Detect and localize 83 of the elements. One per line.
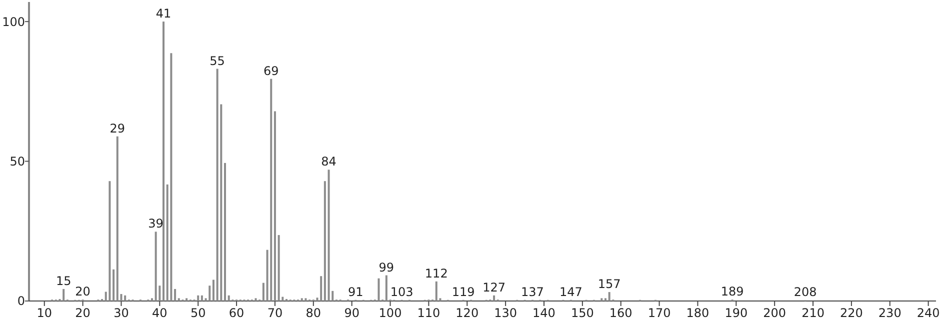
bar (178, 298, 180, 301)
bar (493, 295, 496, 301)
bar (328, 170, 330, 301)
bar (170, 53, 172, 301)
annotation: 103 (390, 284, 414, 299)
x-tick-label: 30 (114, 306, 129, 320)
bar (174, 288, 176, 301)
bar (385, 275, 388, 301)
bar (324, 181, 326, 301)
annotation: 157 (598, 277, 621, 292)
x-tick-label: 200 (763, 306, 786, 320)
bar (197, 295, 200, 301)
bar (320, 276, 322, 301)
annotation: 39 (148, 216, 164, 231)
bar (116, 136, 118, 301)
x-tick-label: 240 (916, 306, 940, 320)
x-tick-label: 190 (724, 306, 748, 320)
bar (300, 298, 303, 301)
x-tick-label: 170 (648, 306, 671, 320)
annotation: 137 (521, 284, 544, 299)
bar (224, 162, 226, 301)
annotation: 127 (482, 280, 506, 294)
bar (278, 235, 280, 301)
bar (270, 78, 272, 301)
annotation: 20 (75, 284, 90, 299)
x-tick-label: 180 (686, 306, 710, 320)
bar (62, 288, 65, 301)
x-tick-label: 140 (532, 306, 556, 320)
x-tick-label: 40 (152, 306, 168, 320)
x-tick-label: 20 (75, 306, 90, 320)
x-tick-label: 50 (190, 306, 206, 320)
bar (228, 295, 230, 301)
annotation: 189 (720, 284, 744, 299)
bar (600, 298, 603, 301)
x-tick-label: 130 (494, 306, 518, 320)
annotation: 119 (452, 284, 475, 299)
x-tick-label: 220 (840, 306, 863, 320)
x-tick-label: 80 (306, 306, 322, 320)
bar (162, 22, 165, 301)
bar (212, 280, 214, 301)
x-tick-label: 230 (878, 306, 902, 320)
bar (108, 181, 111, 301)
bar (200, 295, 203, 301)
annotation: 112 (424, 266, 448, 280)
annotation: 147 (559, 284, 582, 299)
x-tick-label: 120 (456, 306, 479, 320)
x-tick-label: 60 (228, 306, 244, 320)
x-tick-label: 210 (802, 306, 824, 320)
bar (435, 281, 438, 301)
x-tick-label: 10 (36, 306, 52, 320)
y-tick-label: 100 (2, 14, 25, 29)
bar (254, 298, 257, 301)
x-tick-label: 90 (344, 306, 360, 320)
x-tick-label: 160 (609, 306, 632, 320)
x-tick-label: 100 (378, 306, 402, 320)
annotation: 99 (378, 260, 394, 274)
bar (154, 232, 157, 301)
bar (124, 295, 126, 301)
bar (608, 292, 610, 301)
bar (208, 286, 211, 301)
y-tick-label: 50 (10, 154, 25, 168)
x-tick-label: 110 (417, 306, 440, 320)
annotation: 41 (156, 6, 172, 21)
annotation: 29 (110, 121, 126, 136)
annotation: 69 (263, 64, 279, 78)
bar (186, 298, 188, 301)
annotation: 208 (794, 285, 817, 300)
bar (316, 298, 318, 301)
y-tick-label: 0 (17, 294, 25, 308)
bar (378, 278, 380, 301)
x-tick-label: 150 (570, 306, 594, 320)
x-tick-label: 70 (267, 306, 283, 320)
annotation: 55 (210, 54, 225, 68)
annotation: 84 (321, 154, 336, 169)
bar (604, 298, 606, 301)
bar (262, 282, 264, 301)
bar (304, 298, 307, 301)
bar (216, 68, 218, 301)
bar (274, 111, 276, 301)
bar (112, 269, 115, 301)
annotation: 15 (56, 274, 72, 288)
bar (150, 298, 153, 301)
annotation: 91 (348, 284, 364, 299)
